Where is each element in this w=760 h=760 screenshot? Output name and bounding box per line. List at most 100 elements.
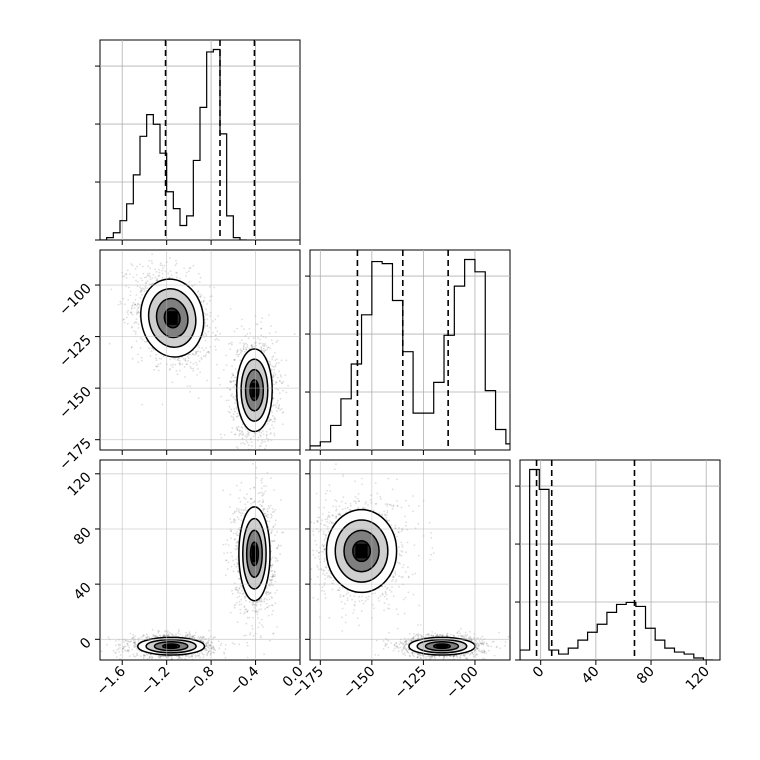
scatter-point — [255, 601, 258, 604]
scatter-point — [144, 654, 147, 657]
scatter-point — [141, 279, 144, 282]
scatter-point — [204, 355, 207, 358]
scatter-point — [230, 408, 233, 411]
scatter-point — [213, 646, 215, 649]
scatter-point — [261, 504, 263, 507]
scatter-point — [204, 324, 207, 327]
scatter-point — [273, 432, 276, 435]
scatter-point — [250, 441, 253, 443]
scatter-point — [167, 630, 169, 633]
scatter-point — [242, 342, 245, 345]
scatter-point — [236, 516, 239, 519]
scatter-point — [149, 267, 152, 270]
scatter-point — [195, 352, 198, 354]
histogram-panel-0 — [95, 39, 301, 245]
scatter-point — [159, 657, 162, 659]
scatter-point — [161, 272, 164, 275]
scatter-point — [222, 489, 225, 492]
scatter-point — [262, 499, 265, 501]
scatter-point — [275, 410, 278, 412]
scatter-point — [207, 646, 209, 648]
scatter-point — [271, 365, 274, 368]
scatter-point — [242, 344, 245, 347]
scatter-point — [252, 609, 255, 612]
scatter-point — [231, 365, 234, 367]
scatter-point — [247, 337, 250, 340]
scatter-point — [135, 321, 138, 324]
scatter-point — [135, 274, 138, 276]
scatter-point — [151, 283, 153, 285]
scatter-point — [125, 316, 128, 319]
scatter-point — [208, 352, 211, 354]
scatter-point — [203, 250, 206, 251]
scatter-point — [214, 326, 217, 329]
scatter-point — [213, 651, 215, 654]
scatter-point — [240, 603, 243, 606]
scatter-point — [251, 346, 254, 349]
scatter-point — [260, 442, 263, 445]
scatter-point — [282, 380, 285, 383]
scatter-point — [247, 433, 250, 436]
scatter-point — [146, 654, 149, 656]
scatter-point — [185, 654, 188, 657]
scatter-point — [152, 635, 155, 637]
scatter-point — [234, 410, 237, 413]
scatter-point — [261, 624, 263, 626]
scatter-point — [251, 445, 253, 447]
scatter-point — [275, 362, 278, 365]
scatter-point — [155, 279, 158, 281]
scatter-point — [108, 342, 111, 345]
scatter-point — [157, 275, 160, 277]
scatter-point — [239, 429, 242, 432]
scatter-point — [200, 300, 203, 303]
scatter-point — [139, 286, 141, 289]
scatter-point — [240, 325, 243, 328]
scatter-point — [270, 579, 272, 581]
scatter-point — [260, 321, 262, 323]
scatter-point — [198, 281, 201, 283]
scatter-point — [273, 371, 276, 374]
scatter-point — [272, 511, 274, 514]
scatter-point — [208, 650, 210, 653]
scatter-point — [205, 645, 208, 648]
scatter-point — [204, 647, 207, 650]
scatter-point — [106, 643, 108, 646]
scatter-point — [252, 501, 254, 504]
scatter-point — [135, 294, 138, 296]
scatter-point — [252, 435, 255, 438]
scatter-point — [293, 333, 296, 335]
scatter-point — [271, 574, 274, 577]
scatter-point — [162, 634, 165, 636]
scatter-point — [262, 508, 265, 510]
scatter-point — [261, 505, 263, 508]
histogram-step — [310, 258, 510, 450]
scatter-point — [266, 508, 269, 510]
scatter-point — [131, 636, 134, 639]
scatter-point — [203, 299, 205, 302]
scatter-point — [262, 347, 265, 350]
scatter-point — [164, 270, 167, 273]
scatter-point — [228, 343, 230, 345]
scatter-point — [154, 276, 157, 279]
scatter-point — [171, 633, 174, 636]
scatter-point — [192, 635, 195, 638]
scatter-point — [128, 649, 131, 651]
scatter-point — [159, 264, 162, 267]
scatter-point — [245, 440, 248, 442]
scatter-point — [155, 634, 157, 637]
histogram-step — [520, 468, 714, 660]
scatter-point — [141, 287, 144, 290]
scatter-point — [274, 575, 276, 578]
scatter-point — [137, 323, 140, 326]
scatter-point — [235, 353, 238, 356]
scatter-point — [155, 365, 158, 368]
scatter-point — [209, 647, 211, 650]
scatter-point — [188, 631, 191, 633]
scatter-point — [184, 636, 187, 638]
scatter-point — [192, 636, 194, 639]
scatter-point — [256, 323, 259, 326]
scatter-point — [146, 273, 149, 275]
scatter-point — [271, 539, 273, 542]
scatter-point — [205, 648, 208, 651]
scatter-point — [178, 628, 180, 631]
